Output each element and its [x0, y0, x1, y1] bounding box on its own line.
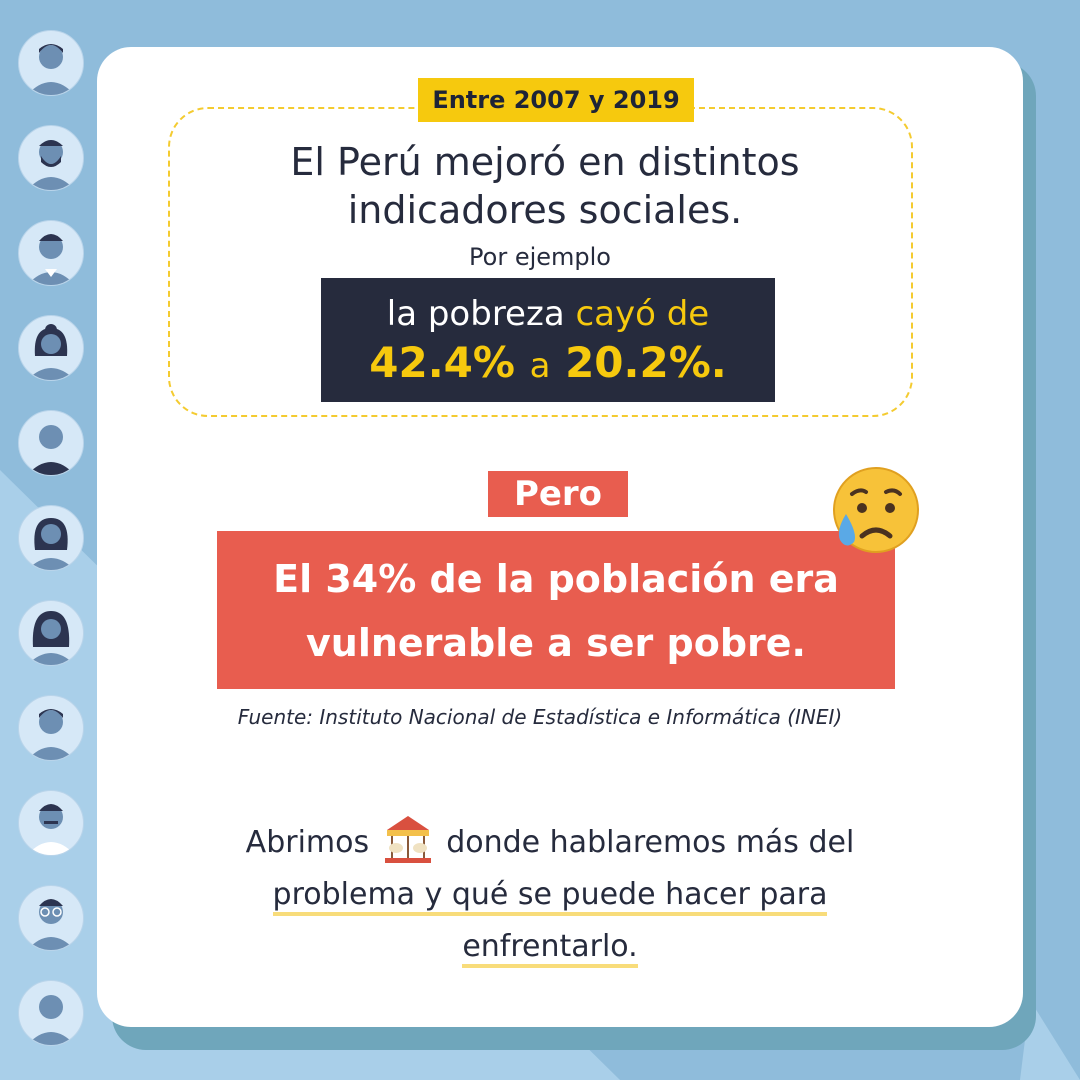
poverty-line-2: 42.4% a 20.2%.	[321, 338, 775, 387]
poverty-line-1: la pobreza cayó de	[321, 294, 775, 334]
source-note: Fuente: Instituto Nacional de Estadístic…	[237, 705, 843, 729]
date-tag: Entre 2007 y 2019	[418, 78, 694, 122]
avatar	[18, 980, 84, 1046]
poverty-box: la pobreza cayó de 42.4% a 20.2%.	[321, 278, 775, 402]
example-label: Por ejemplo	[469, 243, 611, 271]
cta-underline-1: problema y qué se puede hacer para	[272, 877, 828, 916]
carousel-icon	[384, 816, 431, 863]
avatar	[18, 315, 84, 381]
poverty-verb: cayó de	[575, 294, 710, 334]
vulnerable-box: El 34% de la población era vulnerable a …	[217, 531, 895, 689]
avatar	[18, 125, 84, 191]
cta-part-1: Abrimos	[245, 825, 370, 860]
avatar	[18, 600, 84, 666]
poverty-from: 42.4%	[369, 338, 515, 387]
headline: El Perú mejoró en distintos indicadores …	[290, 140, 800, 232]
poverty-connector: a	[529, 346, 551, 386]
avatar	[18, 790, 84, 856]
cta-part-2: donde hablaremos más del	[446, 825, 855, 860]
poverty-to: 20.2%.	[565, 338, 727, 387]
but-label: Pero	[488, 471, 628, 517]
poverty-prefix: la pobreza	[386, 294, 565, 334]
avatar	[18, 30, 84, 96]
call-to-action: Abrimos donde hablaremos más del problem…	[200, 812, 900, 973]
avatar	[18, 695, 84, 761]
avatar	[18, 885, 84, 951]
crying-face-icon	[833, 467, 919, 553]
avatar	[18, 220, 84, 286]
cta-underline-2: enfrentarlo.	[462, 929, 638, 968]
avatar	[18, 505, 84, 571]
avatar	[18, 410, 84, 476]
